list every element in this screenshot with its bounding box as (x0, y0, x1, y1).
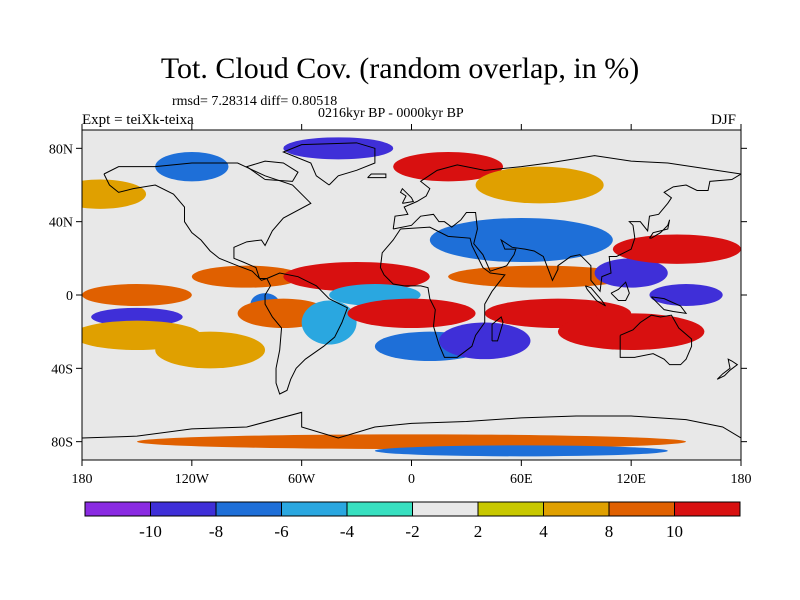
coastline (393, 212, 478, 237)
coastline (282, 142, 376, 186)
experiment-text: Expt = teiXk-teixa (82, 112, 194, 128)
lon-tick-label: 60W (288, 472, 316, 487)
coastline (264, 272, 349, 395)
colorbar-label: -4 (340, 522, 355, 541)
coastline (716, 358, 739, 380)
colorbar-label: -10 (139, 522, 162, 541)
lon-tick-label: 180 (731, 472, 752, 487)
anomaly-patch (283, 137, 394, 160)
coastline (399, 187, 415, 204)
coastline (649, 219, 671, 239)
lon-tick-label: 120W (175, 472, 210, 487)
colorbar-swatch (608, 501, 675, 517)
colorbar-label: 8 (605, 522, 614, 541)
colorbar-label: -8 (209, 522, 223, 541)
colorbar-swatch (412, 501, 479, 517)
coastline (82, 411, 741, 439)
colorbar-swatch (674, 501, 741, 517)
page-title: Tot. Cloud Cov. (random overlap, in %) (160, 52, 640, 85)
coastline (584, 285, 606, 307)
anomaly-patch (649, 284, 723, 306)
colorbar-label: 2 (474, 522, 483, 541)
coastline (392, 155, 741, 230)
anomaly-patch (429, 218, 613, 262)
colorbar-swatch (346, 501, 413, 517)
period-text: 0216kyr BP - 0000kyr BP (318, 106, 464, 121)
coastline (619, 314, 693, 366)
stats-text: rmsd= 7.28314 diff= 0.80518 (172, 94, 338, 109)
anomaly-patch (82, 179, 147, 209)
lat-tick-label: 80S (51, 436, 73, 451)
anomaly-patch (393, 152, 504, 182)
colorbar-swatch (215, 501, 282, 517)
coastline (473, 173, 741, 293)
coastline (367, 173, 387, 179)
season-text: DJF (711, 112, 737, 128)
anomaly-patch (557, 313, 705, 350)
anomaly-patch (82, 284, 192, 306)
lon-tick-label: 60E (510, 472, 533, 487)
anomaly-patch (612, 234, 741, 264)
colorbar-swatch (477, 501, 544, 517)
anomaly-patch (475, 166, 604, 204)
colorbar-label: -2 (405, 522, 419, 541)
anomaly-field (82, 137, 741, 457)
coastline (650, 296, 688, 314)
lat-tick-label: 80N (49, 142, 73, 157)
anomaly-patch (191, 265, 302, 288)
anomaly-patch (136, 434, 687, 449)
anomaly-patch (91, 307, 183, 327)
lon-tick-label: 120E (616, 472, 646, 487)
coastline (491, 316, 504, 342)
anomaly-patch (155, 331, 266, 369)
colorbar-swatch (281, 501, 348, 517)
lat-tick-label: 40S (51, 362, 73, 377)
lon-tick-label: 180 (72, 472, 93, 487)
colorbar-swatch (84, 501, 151, 517)
anomaly-patch (374, 445, 668, 457)
anomaly-patch (438, 322, 531, 360)
anomaly-patch (155, 152, 229, 182)
lat-tick-label: 40N (49, 216, 73, 231)
anomaly-patch (594, 258, 668, 288)
colorbar-swatch (150, 501, 217, 517)
anomaly-patch (301, 300, 357, 345)
colorbar-label: 4 (539, 522, 548, 541)
lat-tick-label: 0 (66, 289, 73, 304)
coastline (610, 281, 630, 301)
colorbar-label: 10 (666, 522, 683, 541)
colorbar-swatch (543, 501, 610, 517)
coastline (379, 226, 506, 358)
coastlines (82, 142, 741, 439)
colorbar-label: -6 (274, 522, 288, 541)
coastline (245, 160, 299, 182)
lon-tick-label: 0 (408, 472, 415, 487)
anomaly-patch (448, 265, 632, 288)
anomaly-patch (347, 298, 476, 329)
